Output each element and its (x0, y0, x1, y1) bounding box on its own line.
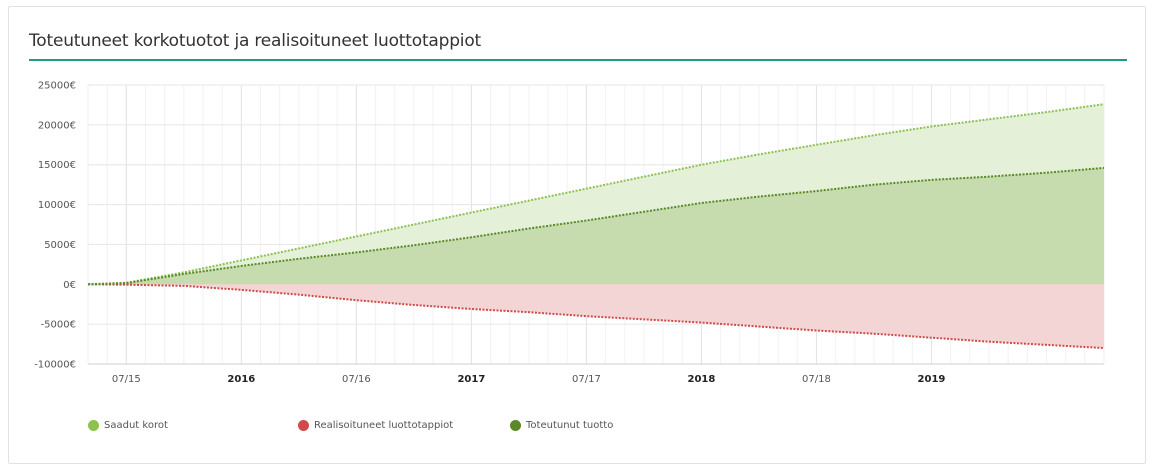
legend-label: Toteutunut tuotto (526, 420, 614, 431)
x-tick-label: 2018 (688, 374, 716, 385)
legend-swatch (298, 420, 309, 431)
area-chart: 25000€ 20000€ 15000€ 10000€ 5000€ 0€ -5000€ -10… (34, 81, 1105, 385)
y-tick-label: 20000€ (38, 120, 76, 131)
x-tick-label: 2019 (918, 374, 946, 385)
y-tick-label: -5000€ (41, 320, 76, 331)
y-tick-label: 5000€ (44, 240, 76, 251)
y-tick-label: 15000€ (38, 160, 76, 171)
legend-label: Saadut korot (104, 420, 168, 431)
line-saadut-korot (87, 103, 1105, 286)
legend-swatch (510, 420, 521, 431)
area-toteutunut-tuotto (88, 167, 1104, 285)
legend-item-toteutunut-tuotto[interactable]: Toteutunut tuotto (510, 420, 613, 431)
y-tick-label: 10000€ (38, 200, 76, 211)
chart-title: Toteutuneet korkotuotot ja realisoitunee… (29, 31, 481, 51)
y-tick-label: 0€ (63, 280, 76, 291)
line-realisoituneet-luottotappiot (87, 283, 1105, 350)
x-tick-label: 2017 (457, 374, 485, 385)
legend-item-saadut-korot[interactable]: Saadut korot (88, 420, 168, 431)
x-tick-label: 07/16 (342, 374, 371, 385)
legend-swatch (88, 420, 99, 431)
line-toteutunut-tuotto (87, 166, 1105, 286)
chart-legend: Saadut korot Realisoituneet luottotappio… (0, 420, 1154, 436)
x-tick-label: 07/18 (802, 374, 831, 385)
x-tick-label: 07/17 (572, 374, 601, 385)
x-tick-label: 07/15 (112, 374, 141, 385)
y-tick-label: 25000€ (38, 81, 76, 92)
y-tick-label: -10000€ (34, 360, 76, 371)
x-tick-label: 2016 (227, 374, 255, 385)
legend-item-realisoituneet-luottotappiot[interactable]: Realisoituneet luottotappiot (298, 420, 453, 431)
title-underline (29, 59, 1127, 61)
legend-label: Realisoituneet luottotappiot (314, 420, 454, 431)
